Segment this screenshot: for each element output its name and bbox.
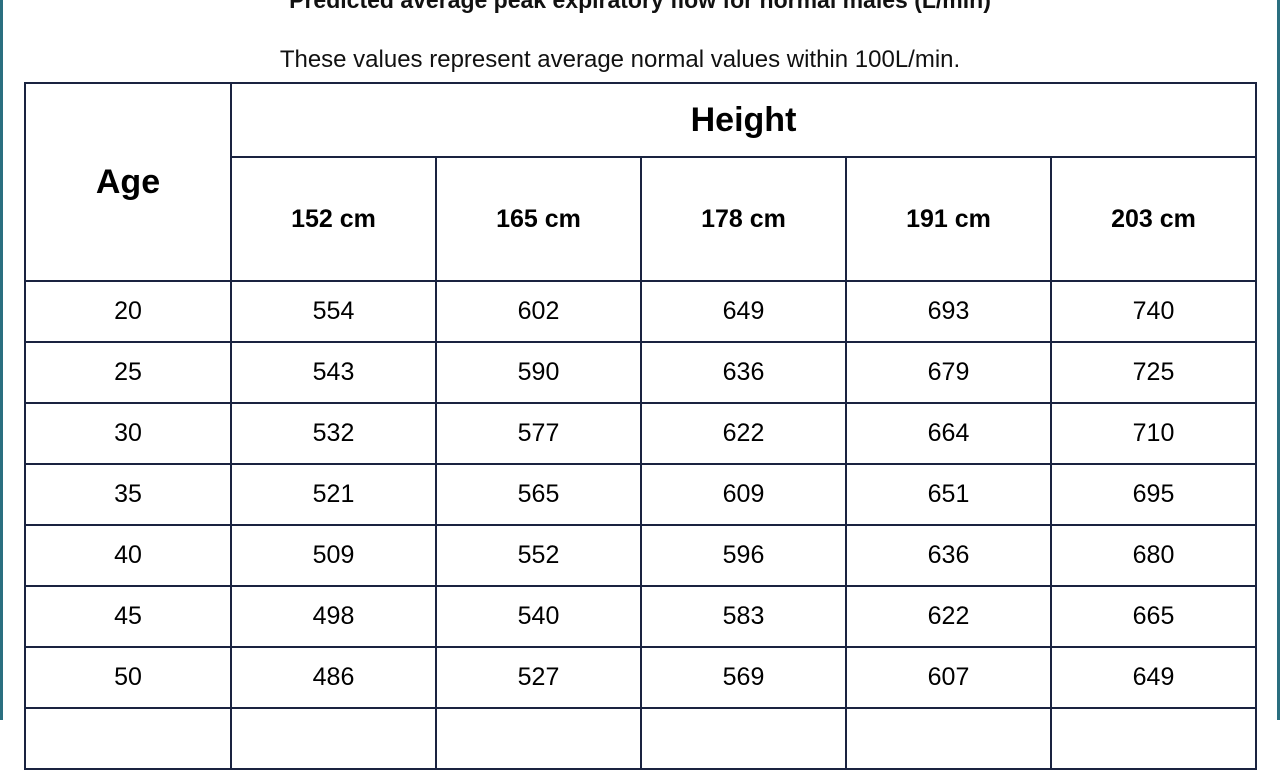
age-cell: 25 bbox=[24, 341, 232, 404]
value-cell: 583 bbox=[640, 585, 847, 648]
value-cell bbox=[640, 707, 847, 770]
window-frame-left bbox=[0, 0, 3, 720]
table-row: 45 498 540 583 622 665 bbox=[24, 585, 1258, 648]
value-cell: 651 bbox=[845, 463, 1052, 526]
height-column-header: 203 cm bbox=[1049, 156, 1258, 282]
page-subtitle: These values represent average normal va… bbox=[279, 46, 961, 73]
value-cell: 521 bbox=[230, 463, 437, 526]
value-cell: 636 bbox=[845, 524, 1052, 587]
age-cell: 50 bbox=[24, 646, 232, 709]
height-column-header: 152 cm bbox=[230, 156, 437, 282]
value-cell bbox=[845, 707, 1052, 770]
height-column-header: 178 cm bbox=[640, 156, 847, 282]
value-cell: 569 bbox=[640, 646, 847, 709]
age-cell: 30 bbox=[24, 402, 232, 465]
value-cell: 532 bbox=[230, 402, 437, 465]
table-row: 35 521 565 609 651 695 bbox=[24, 463, 1258, 526]
value-cell: 680 bbox=[1049, 524, 1258, 587]
value-cell: 649 bbox=[640, 280, 847, 343]
value-cell: 695 bbox=[1049, 463, 1258, 526]
value-cell: 486 bbox=[230, 646, 437, 709]
age-cell: 40 bbox=[24, 524, 232, 587]
value-cell: 693 bbox=[845, 280, 1052, 343]
age-cell bbox=[24, 707, 232, 770]
table-row bbox=[24, 707, 1258, 770]
age-cell: 20 bbox=[24, 280, 232, 343]
table-header-row-group: Age Height bbox=[24, 82, 1258, 282]
value-cell bbox=[1049, 707, 1258, 770]
age-column-header: Age bbox=[24, 82, 232, 282]
value-cell: 710 bbox=[1049, 402, 1258, 465]
value-cell: 607 bbox=[845, 646, 1052, 709]
table-row: 30 532 577 622 664 710 bbox=[24, 402, 1258, 465]
height-group-header: Height bbox=[229, 82, 1258, 158]
value-cell: 622 bbox=[640, 402, 847, 465]
value-cell: 636 bbox=[640, 341, 847, 404]
table-row: 20 554 602 649 693 740 bbox=[24, 280, 1258, 343]
value-cell bbox=[435, 707, 642, 770]
value-cell: 554 bbox=[230, 280, 437, 343]
value-cell: 577 bbox=[435, 402, 642, 465]
value-cell: 552 bbox=[435, 524, 642, 587]
value-cell: 590 bbox=[435, 341, 642, 404]
table-row: 25 543 590 636 679 725 bbox=[24, 341, 1258, 404]
table-header-row-heights: 152 cm 165 cm 178 cm 191 cm 203 cm bbox=[25, 156, 1258, 282]
value-cell: 665 bbox=[1049, 585, 1258, 648]
height-column-header: 191 cm bbox=[845, 156, 1052, 282]
table-row: 50 486 527 569 607 649 bbox=[24, 646, 1258, 709]
value-cell: 543 bbox=[230, 341, 437, 404]
window-frame-right bbox=[1277, 0, 1280, 720]
value-cell: 565 bbox=[435, 463, 642, 526]
page-title: Predicted average peak expiratory flow f… bbox=[289, 0, 991, 13]
value-cell: 679 bbox=[845, 341, 1052, 404]
value-cell: 540 bbox=[435, 585, 642, 648]
age-cell: 45 bbox=[24, 585, 232, 648]
value-cell: 740 bbox=[1049, 280, 1258, 343]
value-cell: 725 bbox=[1049, 341, 1258, 404]
height-column-header: 165 cm bbox=[435, 156, 642, 282]
value-cell: 664 bbox=[845, 402, 1052, 465]
age-cell: 35 bbox=[24, 463, 232, 526]
value-cell: 527 bbox=[435, 646, 642, 709]
peak-flow-table: Age Height 152 cm 165 cm 178 cm 191 cm 2… bbox=[24, 82, 1258, 770]
table-row: 40 509 552 596 636 680 bbox=[24, 524, 1258, 587]
value-cell: 509 bbox=[230, 524, 437, 587]
value-cell: 649 bbox=[1049, 646, 1258, 709]
value-cell: 596 bbox=[640, 524, 847, 587]
value-cell: 609 bbox=[640, 463, 847, 526]
value-cell: 622 bbox=[845, 585, 1052, 648]
value-cell: 602 bbox=[435, 280, 642, 343]
value-cell: 498 bbox=[230, 585, 437, 648]
value-cell bbox=[230, 707, 437, 770]
